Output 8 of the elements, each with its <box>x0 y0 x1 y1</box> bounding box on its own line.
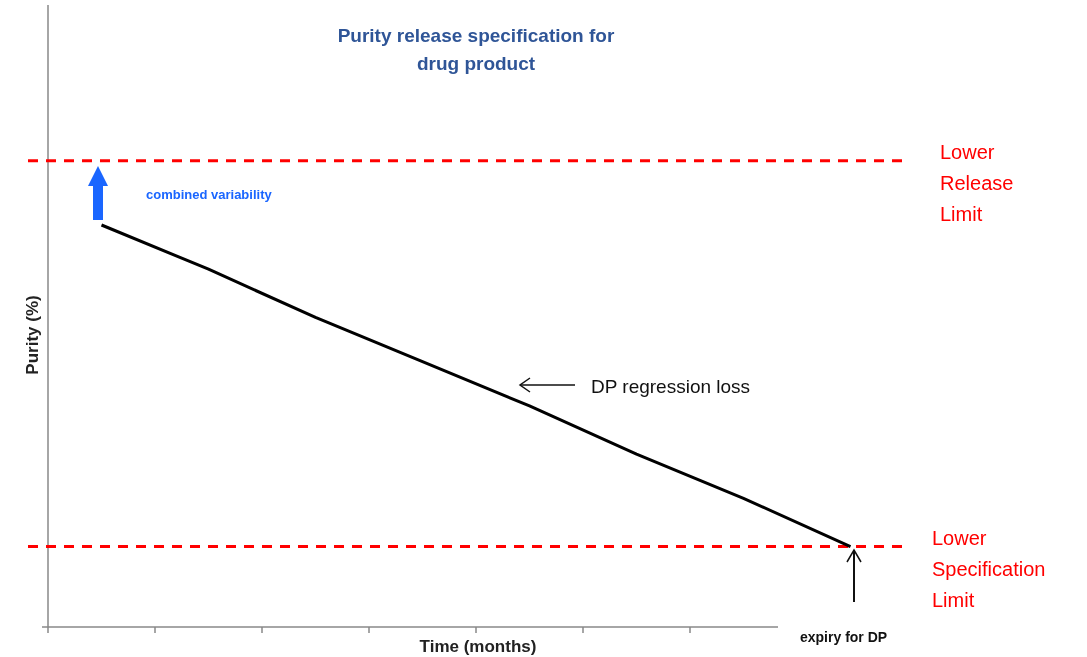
y-axis-title: Purity (%) <box>23 295 42 375</box>
ref-line-label: Lower Specification Limit <box>932 526 1046 611</box>
ref-line-label: Lower Release Limit <box>940 140 1014 225</box>
chart-title: Purity release specification for drug product <box>337 25 615 74</box>
text: combined variability <box>146 187 273 202</box>
annotation: DP regression loss <box>591 376 751 397</box>
text: expiry for DP <box>800 629 888 645</box>
x-axis-title: Time (months) <box>419 637 537 656</box>
